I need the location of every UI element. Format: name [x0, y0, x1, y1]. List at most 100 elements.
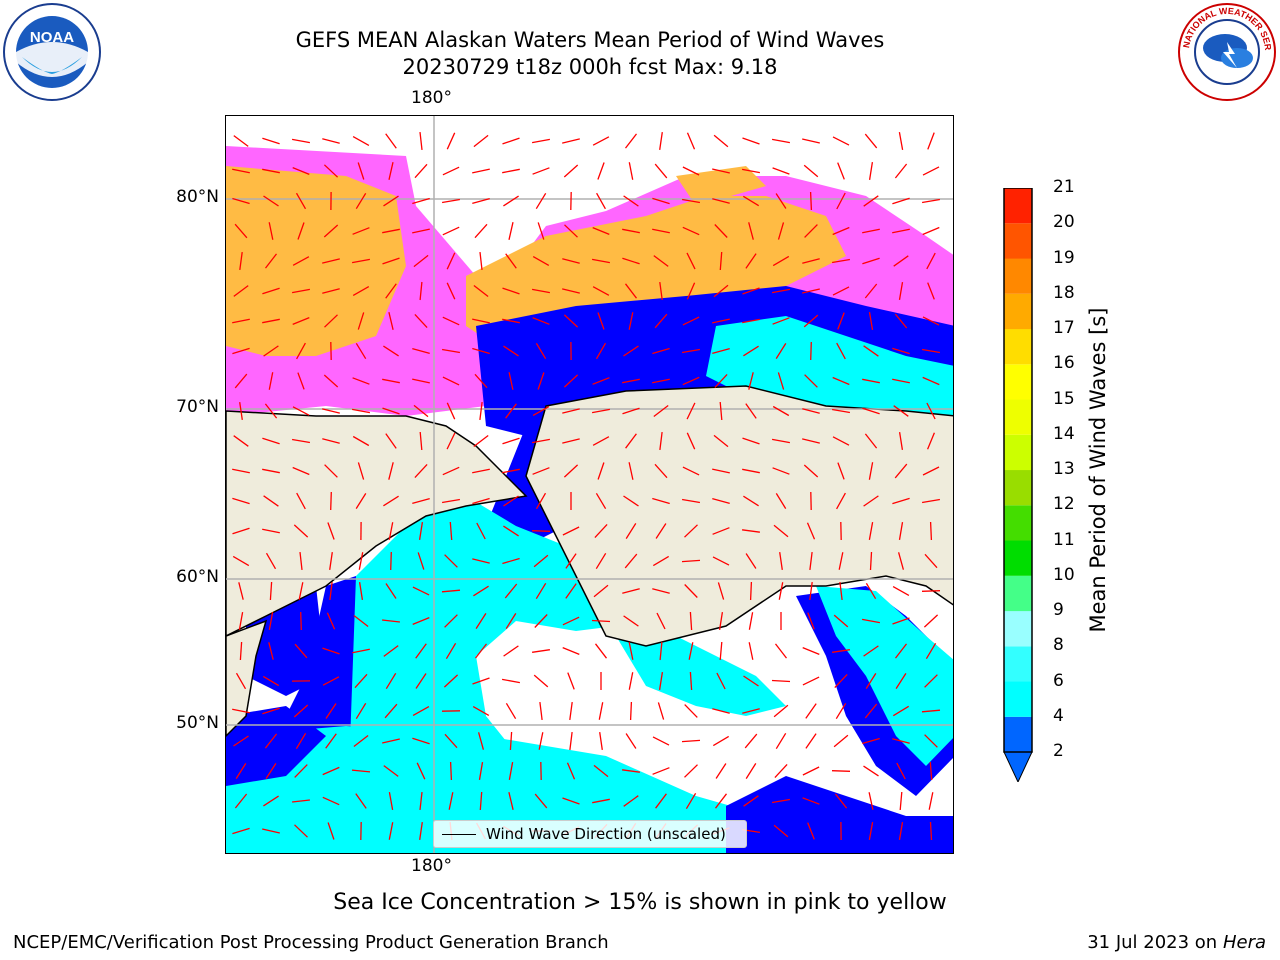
- wind-arrow-210: [777, 372, 785, 390]
- wind-arrow-552: [232, 827, 250, 835]
- wind-arrow-360: [238, 582, 244, 600]
- wind-arrow-537: [508, 792, 514, 810]
- wind-arrow-253: [625, 433, 637, 449]
- wind-arrow-374: [652, 588, 670, 594]
- wind-arrow-267: [324, 464, 338, 478]
- wind-arrow-292: [355, 493, 367, 509]
- wind-arrow-297: [503, 495, 519, 507]
- colorbar-tick-20: 20: [1053, 212, 1075, 233]
- wind-arrow-17: [742, 137, 760, 145]
- wind-arrow-494: [652, 736, 670, 746]
- wind-arrow-137: [742, 287, 760, 295]
- wind-arrow-526: [896, 762, 906, 780]
- wind-arrow-107: [562, 258, 580, 264]
- wind-arrow-548: [834, 793, 848, 809]
- wind-arrow-531: [322, 796, 340, 806]
- wind-arrow-271: [442, 466, 460, 476]
- wind-arrow-497: [744, 733, 758, 749]
- wind-arrow-133: [624, 283, 638, 299]
- wind-arrow-8: [473, 134, 489, 148]
- wind-arrow-312: [232, 527, 250, 535]
- wind-arrow-249: [502, 437, 520, 445]
- wind-arrow-414: [415, 643, 427, 659]
- wind-arrow-104: [479, 252, 483, 270]
- wind-arrow-542: [655, 793, 667, 809]
- wind-arrow-300: [595, 492, 607, 510]
- wind-arrow-433: [262, 675, 280, 687]
- wind-arrow-195: [323, 374, 339, 388]
- wind-arrow-1: [262, 137, 280, 145]
- wind-arrow-367: [441, 589, 461, 593]
- wind-arrow-419: [562, 646, 580, 656]
- wind-arrow-279: [682, 466, 700, 476]
- wind-arrow-269: [388, 462, 394, 480]
- wind-arrow-45: [868, 161, 874, 181]
- wind-arrow-467: [569, 702, 573, 720]
- wind-arrow-69: [863, 195, 879, 207]
- wind-arrow-389: [382, 619, 400, 623]
- colorbar-outline: [1003, 188, 1033, 753]
- wind-arrow-87: [682, 226, 700, 236]
- wind-arrow-516: [593, 764, 609, 778]
- wind-arrow-165: [868, 311, 874, 331]
- wind-arrow-396: [591, 619, 611, 623]
- wind-arrow-251: [562, 438, 580, 444]
- wind-arrow-377: [749, 581, 753, 601]
- wind-arrow-260: [832, 436, 850, 446]
- wind-arrow-226: [532, 406, 550, 416]
- wind-arrow-348: [595, 552, 607, 570]
- wind-arrow-145: [262, 318, 280, 324]
- colorbar-tick-9: 9: [1053, 600, 1064, 620]
- wind-arrow-338: [299, 552, 303, 570]
- wind-arrow-284: [837, 462, 845, 480]
- wind-arrow-163: [803, 314, 819, 328]
- wind-arrow-437: [385, 672, 397, 690]
- wind-arrow-482: [295, 732, 307, 750]
- colorbar-block-7: [1004, 470, 1032, 506]
- wind-arrow-180: [595, 342, 607, 360]
- wind-arrow-244: [352, 435, 370, 447]
- wind-arrow-105: [505, 253, 517, 269]
- wind-arrow-55: [441, 198, 461, 204]
- wind-arrow-118: [893, 255, 909, 267]
- colorbar-block-0: [1004, 716, 1032, 753]
- wind-arrow-25: [262, 168, 280, 174]
- wind-arrow-500: [833, 734, 849, 748]
- wind-arrow-211: [804, 374, 818, 388]
- wind-arrow-429: [863, 645, 879, 657]
- wind-arrow-18: [771, 138, 791, 144]
- wind-arrow-161: [742, 318, 760, 324]
- wind-arrow-121: [262, 287, 280, 295]
- wind-arrow-455: [924, 674, 938, 688]
- wind-arrow-194: [297, 372, 305, 390]
- wind-arrow-23: [927, 132, 935, 150]
- wind-arrow-28: [357, 162, 365, 180]
- wind-arrow-223: [446, 402, 456, 420]
- wind-arrow-32: [472, 168, 490, 174]
- wind-arrow-246: [419, 431, 423, 451]
- wind-arrow-52: [355, 192, 367, 210]
- wind-arrow-507: [322, 766, 340, 776]
- wind-arrow-250: [531, 438, 551, 444]
- wind-arrow-19: [802, 138, 820, 144]
- wind-arrow-84: [592, 226, 610, 236]
- wind-arrow-366: [412, 586, 430, 596]
- wind-arrow-228: [591, 408, 611, 414]
- wind-arrow-144: [232, 318, 250, 324]
- wind-arrow-521: [745, 763, 757, 779]
- wind-arrow-416: [474, 643, 488, 659]
- wind-arrow-80: [474, 223, 488, 239]
- wind-arrow-293: [383, 495, 399, 507]
- wind-arrow-356: [838, 552, 844, 570]
- wind-arrow-156: [597, 312, 605, 330]
- wind-arrow-224: [479, 402, 483, 420]
- wind-arrow-227: [562, 408, 580, 414]
- colorbar-block-15: [1004, 188, 1032, 224]
- colorbar-tick-18: 18: [1053, 282, 1075, 303]
- wind-arrow-398: [656, 612, 666, 630]
- wind-arrow-473: [742, 708, 760, 714]
- wind-arrow-351: [681, 559, 701, 563]
- wind-arrow-408: [239, 641, 243, 661]
- colorbar-tick-17: 17: [1053, 318, 1075, 338]
- wind-arrow-27: [323, 164, 339, 178]
